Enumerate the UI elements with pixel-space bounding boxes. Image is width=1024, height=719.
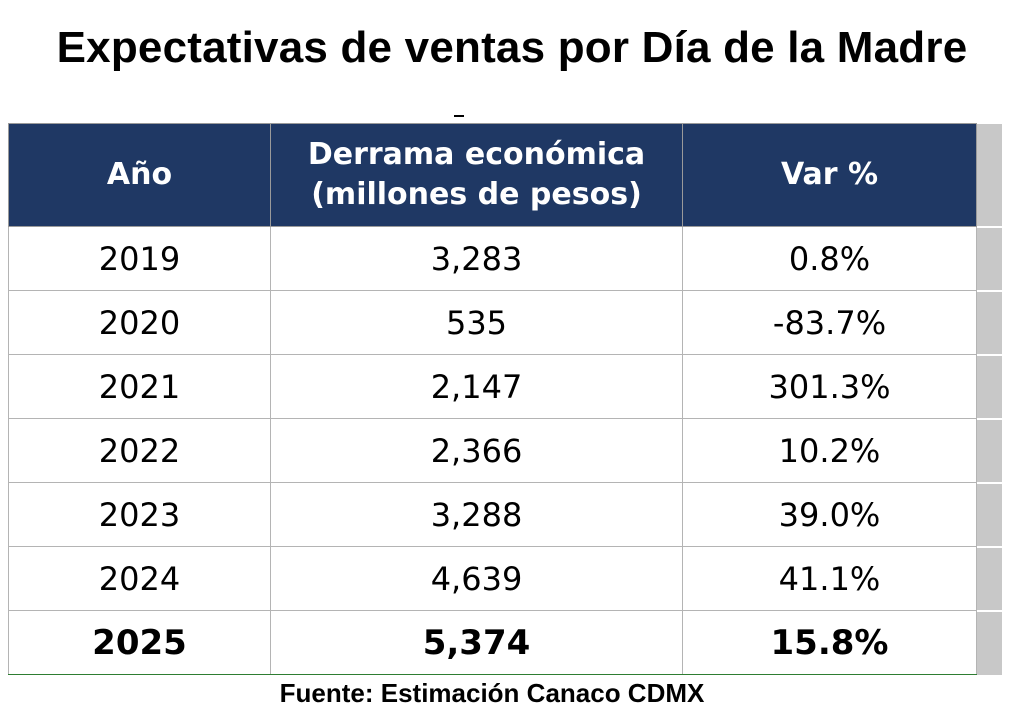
cell-amount: 2,366: [270, 418, 683, 483]
cell-year: 2025: [8, 610, 271, 675]
table-row-highlight: 2025 5,374 15.8%: [8, 610, 977, 675]
table-row: 2021 2,147 301.3%: [8, 354, 977, 419]
cell-amount: 3,283: [270, 226, 683, 291]
cell-amount: 5,374: [270, 610, 683, 675]
strip-divider: [976, 290, 1002, 292]
header-economic-spill-line1: Derrama económica: [307, 137, 646, 172]
grey-side-strip: [976, 124, 1002, 675]
sales-expectations-table: Año Derrama económica (millones de pesos…: [8, 123, 977, 675]
stray-mark: [454, 115, 464, 117]
source-note: Fuente: Estimación Canaco CDMX: [279, 678, 705, 708]
cell-change: -83.7%: [682, 290, 977, 355]
cell-amount: 535: [270, 290, 683, 355]
header-year: Año: [8, 123, 271, 227]
cell-amount: 4,639: [270, 546, 683, 611]
cell-change: 15.8%: [682, 610, 977, 675]
header-variation: Var %: [682, 123, 977, 227]
table-row: 2022 2,366 10.2%: [8, 418, 977, 483]
cell-year: 2024: [8, 546, 271, 611]
cell-amount: 3,288: [270, 482, 683, 547]
table-row: 2020 535 -83.7%: [8, 290, 977, 355]
cell-change: 10.2%: [682, 418, 977, 483]
strip-divider: [976, 482, 1002, 484]
cell-change: 39.0%: [682, 482, 977, 547]
table-row: 2024 4,639 41.1%: [8, 546, 977, 611]
cell-change: 301.3%: [682, 354, 977, 419]
cell-change: 0.8%: [682, 226, 977, 291]
header-economic-spill: Derrama económica (millones de pesos): [270, 123, 683, 227]
cell-change: 41.1%: [682, 546, 977, 611]
header-economic-spill-line2: (millones de pesos): [311, 177, 642, 212]
cell-year: 2023: [8, 482, 271, 547]
cell-year: 2020: [8, 290, 271, 355]
strip-divider: [976, 546, 1002, 548]
cell-amount: 2,147: [270, 354, 683, 419]
cell-year: 2022: [8, 418, 271, 483]
strip-divider: [976, 354, 1002, 356]
strip-divider: [976, 610, 1002, 612]
table-row: 2023 3,288 39.0%: [8, 482, 977, 547]
table-row: 2019 3,283 0.8%: [8, 226, 977, 291]
strip-divider: [976, 418, 1002, 420]
cell-year: 2021: [8, 354, 271, 419]
table-header-row: Año Derrama económica (millones de pesos…: [8, 123, 977, 227]
page-title: Expectativas de ventas por Día de la Mad…: [56, 23, 968, 72]
cell-year: 2019: [8, 226, 271, 291]
strip-divider: [976, 226, 1002, 228]
